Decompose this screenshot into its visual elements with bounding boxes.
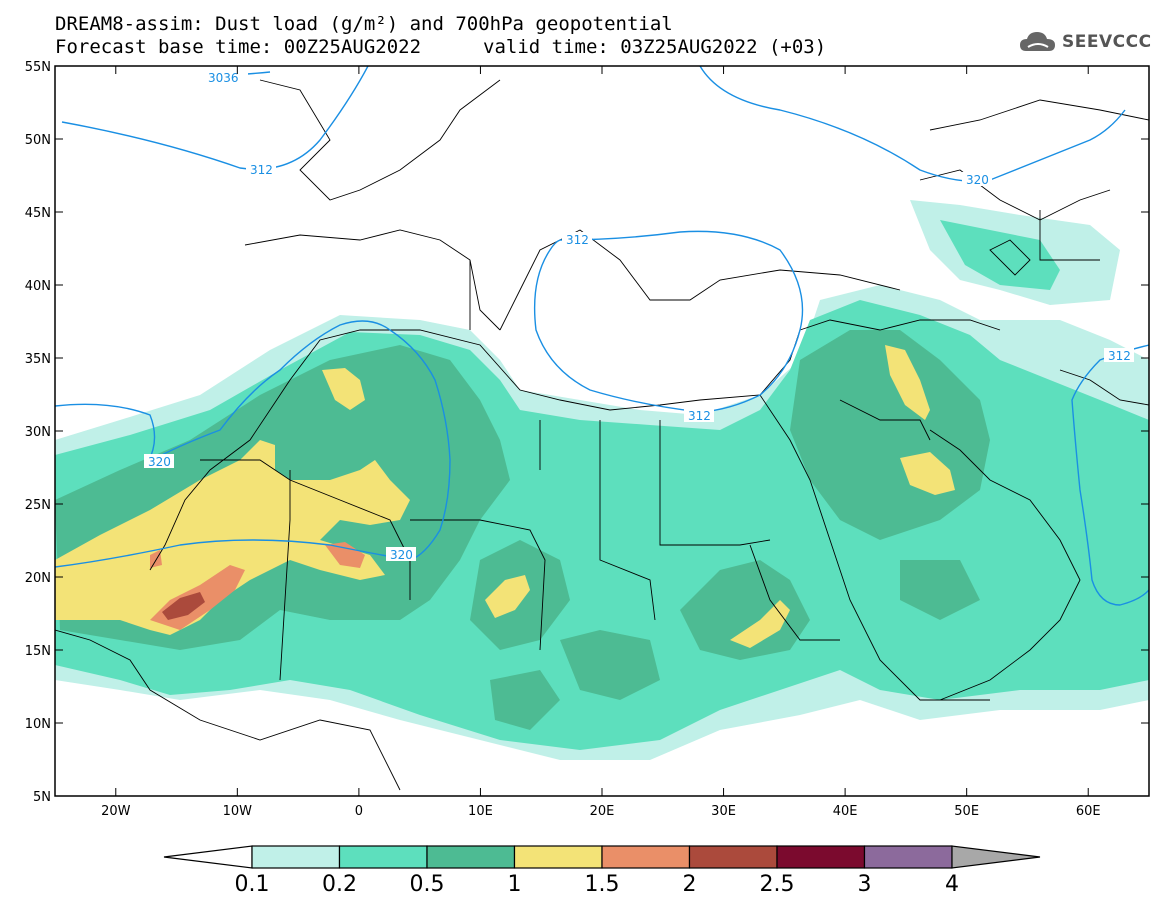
colorbar-label: 1.5 (585, 872, 620, 897)
contour-label: 312 (688, 409, 711, 423)
lat-tick-label: 45N (25, 206, 51, 221)
colorbar-segment (426, 845, 516, 869)
lat-tick-label: 20N (25, 571, 51, 586)
colorbar-label: 0.2 (322, 872, 357, 897)
map-title: DREAM8-assim: Dust load (g/m²) and 700hP… (55, 13, 673, 35)
colorbar-segment (863, 845, 953, 869)
lon-tick-label: 20E (590, 804, 615, 819)
lat-tick-label: 55N (25, 60, 51, 75)
contour-label: 312 (250, 163, 273, 177)
lat-tick-label: 15N (25, 644, 51, 659)
lon-tick-label: 50E (954, 804, 979, 819)
colorbar-label: 2 (683, 872, 697, 897)
contour-labels: 3036 312 312 312 320 320 320 312 (144, 70, 1134, 562)
contour-label: 320 (390, 548, 413, 562)
latitude-axis: 55N 50N 45N 40N 35N 30N 25N 20N 15N 10N 5N (25, 60, 1149, 805)
lon-tick-label: 30E (711, 804, 736, 819)
longitude-axis: 20W 10W 0 10E 20E 30E 40E 50E 60E (101, 66, 1101, 819)
colorbar-high-arrow (951, 845, 1041, 869)
colorbar-segment (251, 845, 341, 869)
lon-tick-label: 10W (223, 804, 253, 819)
lat-tick-label: 25N (25, 498, 51, 513)
map-area: 3036 312 312 312 320 320 320 312 (55, 66, 1149, 796)
lat-tick-label: 30N (25, 425, 51, 440)
lon-tick-label: 0 (355, 804, 363, 819)
dust-layer-2 (162, 592, 205, 620)
lon-tick-label: 40E (833, 804, 858, 819)
contour-label: 320 (148, 455, 171, 469)
contour-label: 312 (1108, 349, 1131, 363)
forecast-base-time: Forecast base time: 00Z25AUG2022 (55, 36, 422, 58)
colorbar-segment (338, 845, 428, 869)
seevccc-logo: SEEVCCC (1018, 28, 1153, 56)
colorbar-label: 2.5 (760, 872, 795, 897)
colorbar-low-arrow (163, 845, 253, 869)
cloud-logo-icon (1020, 32, 1055, 51)
lat-tick-label: 50N (25, 133, 51, 148)
lat-tick-label: 10N (25, 717, 51, 732)
colorbar-label: 0.1 (235, 872, 270, 897)
lon-tick-label: 10E (468, 804, 493, 819)
colorbar: 0.1 0.2 0.5 1 1.5 2 2.5 3 4 (163, 845, 1041, 897)
lat-tick-label: 35N (25, 352, 51, 367)
contour-label: 320 (966, 173, 989, 187)
colorbar-segment (601, 845, 691, 869)
contour-label: 3036 (208, 71, 239, 85)
valid-time: valid time: 03Z25AUG2022 (+03) (483, 36, 827, 58)
logo-text: SEEVCCC (1062, 32, 1152, 52)
lat-tick-label: 40N (25, 279, 51, 294)
colorbar-segment (513, 845, 603, 869)
colorbar-segment (688, 845, 778, 869)
lon-tick-label: 20W (101, 804, 131, 819)
colorbar-label: 3 (858, 872, 872, 897)
colorbar-label: 4 (945, 872, 959, 897)
contour-label: 312 (566, 233, 589, 247)
lon-tick-label: 60E (1076, 804, 1101, 819)
dust-layer-1 (55, 345, 955, 648)
lat-tick-label: 5N (33, 790, 51, 805)
colorbar-segment (776, 845, 866, 869)
colorbar-label: 1 (508, 872, 522, 897)
colorbar-label: 0.5 (410, 872, 445, 897)
